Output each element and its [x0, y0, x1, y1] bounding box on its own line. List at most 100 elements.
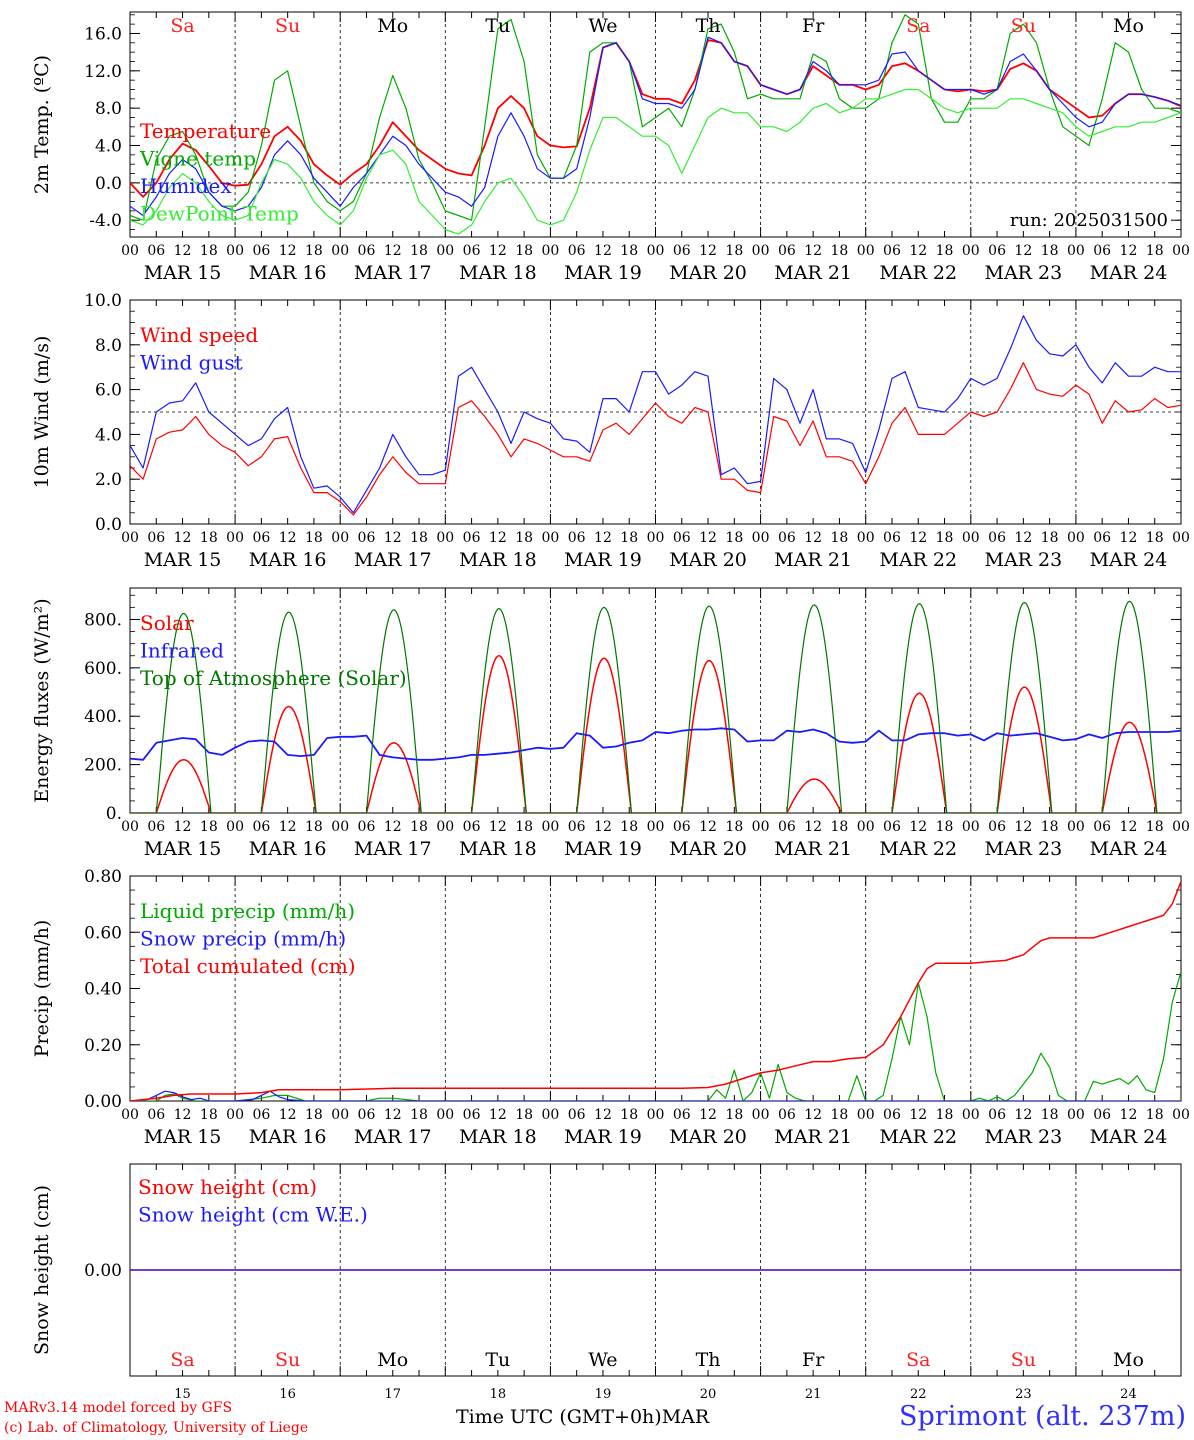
- y-tick-label: 0.00: [84, 1261, 122, 1281]
- legend-snow-precip-mm-h: Snow precip (mm/h): [140, 927, 346, 951]
- x-date-label: MAR 21: [774, 549, 852, 571]
- y-tick-label: 0.0: [95, 174, 122, 194]
- energy-panel: 0. 200. 400. 600. 800. Energy fluxes (W/m²) 00…: [31, 587, 1190, 860]
- x-hour-label: 18: [515, 530, 533, 546]
- series-line-humidex: [130, 36, 1181, 217]
- day-number-label: 19: [595, 1387, 612, 1402]
- series-line-top-of-atmosphere-solar: [130, 600, 1181, 813]
- x-date-label: MAR 20: [669, 838, 747, 860]
- x-hour-label: 00: [541, 1107, 559, 1123]
- x-date-label: MAR 22: [879, 1126, 957, 1148]
- x-hour-label: 06: [673, 530, 691, 546]
- x-hour-label: 18: [725, 819, 743, 835]
- x-hour-label: 06: [358, 243, 376, 259]
- series-line-wind-speed: [130, 362, 1181, 516]
- series-line-wind-gust: [130, 315, 1181, 514]
- x-date-label: MAR 15: [144, 1126, 222, 1148]
- x-hour-label: 12: [909, 1107, 927, 1123]
- wind-y-axis-label: 10m Wind (m/s): [31, 336, 53, 489]
- x-hour-label: 06: [673, 1107, 691, 1123]
- x-hour-label: 06: [358, 819, 376, 835]
- x-hour-label: 06: [568, 530, 586, 546]
- series-line-infrared: [130, 727, 1181, 761]
- x-hour-label: 06: [463, 819, 481, 835]
- x-hour-label: 12: [699, 530, 717, 546]
- x-date-label: MAR 24: [1090, 1126, 1168, 1148]
- x-hour-label: 18: [831, 243, 849, 259]
- x-hour-label: 12: [279, 1107, 297, 1123]
- x-hour-label: 00: [436, 243, 454, 259]
- x-hour-label: 18: [1146, 530, 1164, 546]
- x-hour-label: 18: [200, 530, 218, 546]
- energy-frame: [129, 587, 1182, 814]
- x-hour-label: 12: [384, 819, 402, 835]
- y-tick-label: 12.0: [84, 62, 122, 82]
- x-hour-label: 06: [883, 819, 901, 835]
- series-line-snow-precip-mm-h: [130, 1090, 1181, 1101]
- x-date-label: MAR 24: [1090, 549, 1168, 571]
- legend-infrared: Infrared: [140, 639, 224, 663]
- x-hour-label: 18: [305, 819, 323, 835]
- lab-credit: (c) Lab. of Climatology, University of L…: [4, 1420, 309, 1436]
- x-hour-label: 00: [226, 819, 244, 835]
- weekday-label: Mo: [1113, 15, 1144, 37]
- legend-humidex: Humidex: [140, 174, 232, 198]
- x-date-label: MAR 19: [564, 838, 642, 860]
- legend-solar: Solar: [140, 611, 194, 635]
- y-tick-label: 8.0: [95, 99, 122, 119]
- x-hour-label: 12: [1014, 819, 1032, 835]
- y-tick-label: -4.0: [89, 211, 122, 231]
- weekday-label: Fr: [802, 15, 825, 37]
- day-number-label: 15: [174, 1387, 191, 1402]
- weekday-label: Su: [1011, 1349, 1036, 1371]
- y-tick-label: 8.0: [95, 336, 122, 356]
- x-hour-label: 18: [410, 819, 428, 835]
- x-hour-label: 00: [121, 530, 139, 546]
- x-hour-label: 06: [147, 1107, 165, 1123]
- x-hour-label: 18: [1041, 530, 1059, 546]
- x-hour-label: 18: [620, 530, 638, 546]
- x-hour-label: 00: [1172, 819, 1190, 835]
- y-tick-label: 0.80: [84, 867, 122, 887]
- x-date-label: MAR 22: [879, 549, 957, 571]
- energy-y-axis-label: Energy fluxes (W/m²): [31, 598, 53, 802]
- x-hour-label: 00: [541, 530, 559, 546]
- x-date-label: MAR 24: [1090, 838, 1168, 860]
- x-date-label: MAR 23: [984, 838, 1062, 860]
- day-number-label: 23: [1015, 1387, 1032, 1402]
- x-hour-label: 12: [1014, 530, 1032, 546]
- x-hour-label: 00: [857, 819, 875, 835]
- x-date-label: MAR 24: [1090, 262, 1168, 284]
- weekday-label: Sa: [906, 15, 930, 37]
- y-tick-label: 16.0: [84, 24, 122, 44]
- x-hour-label: 12: [804, 1107, 822, 1123]
- x-hour-label: 00: [331, 243, 349, 259]
- x-date-label: MAR 21: [774, 1126, 852, 1148]
- snow-panel: 0.00 Snow height (cm) Snow height (cm) Snow…: [31, 1163, 1182, 1402]
- y-tick-label: 0.60: [84, 923, 122, 943]
- x-hour-label: 18: [620, 1107, 638, 1123]
- x-hour-label: 00: [1067, 530, 1085, 546]
- x-hour-label: 12: [594, 819, 612, 835]
- x-hour-label: 12: [279, 819, 297, 835]
- x-hour-label: 12: [174, 1107, 192, 1123]
- x-hour-label: 00: [121, 243, 139, 259]
- x-hour-label: 00: [752, 530, 770, 546]
- wind-series: [130, 315, 1181, 516]
- x-date-label: MAR 15: [144, 549, 222, 571]
- x-date-label: MAR 22: [879, 262, 957, 284]
- x-hour-label: 12: [699, 819, 717, 835]
- x-hour-label: 00: [857, 530, 875, 546]
- wind-panel: 0.0 2.0 4.0 6.0 8.0 10.0 10m Wind (m/s) 00 06 12 1…: [31, 291, 1190, 571]
- x-date-label: MAR 21: [774, 838, 852, 860]
- legend-top-of-atmosphere-solar: Top of Atmosphere (Solar): [140, 666, 407, 690]
- x-hour-label: 12: [279, 530, 297, 546]
- x-hour-label: 00: [962, 530, 980, 546]
- snow-y-axis-label: Snow height (cm): [31, 1185, 53, 1355]
- x-hour-label: 12: [699, 243, 717, 259]
- x-hour-label: 12: [1120, 530, 1138, 546]
- weekday-label: Th: [696, 1349, 721, 1371]
- x-hour-label: 18: [410, 530, 428, 546]
- y-tick-label: 800.: [84, 610, 122, 630]
- x-hour-label: 12: [489, 819, 507, 835]
